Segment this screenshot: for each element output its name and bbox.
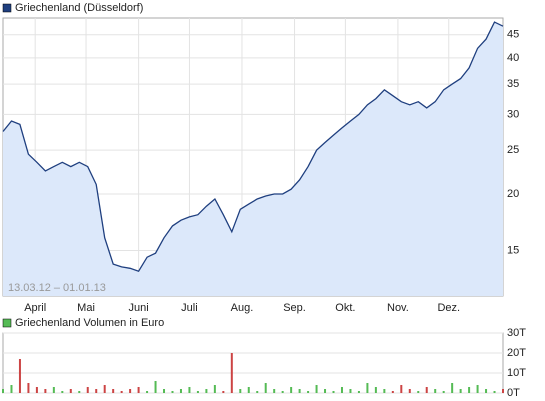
y-tick-label: 15 (507, 244, 519, 256)
volume-bar (78, 391, 81, 393)
volume-bar (69, 389, 72, 393)
volume-bar (417, 391, 420, 393)
x-tick-label: Okt. (335, 302, 355, 314)
volume-bar (103, 385, 106, 393)
volume-bar (112, 389, 115, 393)
y-tick-label: 45 (507, 29, 519, 41)
y-tick-label: 30T (507, 327, 526, 339)
volume-bar (256, 391, 259, 393)
legend-swatch (2, 3, 12, 13)
volume-bar (273, 389, 276, 393)
volume-bar (239, 389, 242, 393)
y-tick-label: 30 (507, 108, 519, 120)
volume-bar (349, 389, 352, 393)
x-tick-label: Mai (77, 302, 95, 314)
volume-bar (383, 389, 386, 393)
volume-bar (230, 353, 233, 393)
volume-bar (247, 387, 250, 393)
volume-bar (502, 389, 504, 393)
volume-bar (86, 387, 89, 393)
volume-bar (493, 391, 496, 393)
volume-bar (485, 389, 488, 393)
x-tick-label: Aug. (231, 302, 254, 314)
volume-bar (163, 389, 166, 393)
volume-bar (400, 385, 403, 393)
volume-bar (2, 389, 4, 393)
volume-bar (315, 385, 318, 393)
volume-bar (10, 385, 13, 393)
volume-bar (374, 387, 377, 393)
volume-bar (120, 391, 123, 393)
volume-bar (408, 389, 411, 393)
y-tick-label: 0T (507, 387, 520, 399)
y-tick-label: 10T (507, 367, 526, 379)
volume-bar (434, 389, 437, 393)
x-tick-label: April (24, 302, 46, 314)
x-tick-label: Sep. (283, 302, 306, 314)
volume-bar (476, 385, 479, 393)
volume-bar (146, 391, 149, 393)
x-tick-label: Juni (128, 302, 148, 314)
volume-bar (459, 389, 462, 393)
volume-bar (171, 391, 174, 393)
area (3, 22, 503, 296)
volume-bar (44, 389, 47, 393)
volume-bar (188, 387, 191, 393)
legend-label: Griechenland (Düsseldorf) (15, 2, 143, 14)
y-tick-label: 20T (507, 347, 526, 359)
volume-bar (205, 389, 208, 393)
y-tick-label: 25 (507, 144, 519, 156)
legend-swatch (2, 318, 12, 328)
volume-bar (196, 391, 199, 393)
volume-bar (324, 389, 327, 393)
volume-bar (307, 391, 310, 393)
volume-bar (129, 389, 132, 393)
y-tick-label: 40 (507, 52, 519, 64)
volume-bar (451, 383, 454, 393)
volume-bar (468, 387, 471, 393)
volume-bar (154, 381, 157, 393)
volume-bar (366, 383, 369, 393)
x-tick-label: Nov. (387, 302, 409, 314)
volume-bar (52, 387, 55, 393)
volume-bar (425, 387, 428, 393)
volume-bar (357, 391, 360, 393)
volume-bar (35, 387, 38, 393)
volume-bar (264, 383, 267, 393)
volume-bar (95, 389, 98, 393)
volume-bar (61, 391, 64, 393)
volume-bar (442, 391, 445, 393)
volume-bar (332, 391, 335, 393)
plot-area (2, 332, 504, 394)
volume-bar (222, 391, 225, 393)
volume-bar (27, 383, 30, 393)
price-line (2, 21, 504, 272)
x-tick-label: Dez. (437, 302, 460, 314)
volume-bar (290, 387, 293, 393)
y-tick-label: 35 (507, 78, 519, 90)
volume-bar (281, 391, 284, 393)
legend-label: Griechenland Volumen in Euro (15, 317, 164, 329)
volume-bar (298, 389, 301, 393)
volume-bar (340, 387, 343, 393)
y-tick-label: 20 (507, 188, 519, 200)
volume-bar (213, 385, 216, 393)
date-range: 13.03.12 – 01.01.13 (8, 282, 106, 294)
volume-bar (137, 387, 140, 393)
volume-bar (179, 389, 182, 393)
volume-bar (18, 359, 21, 393)
volume-bar (391, 391, 394, 393)
x-tick-label: Juli (181, 302, 198, 314)
